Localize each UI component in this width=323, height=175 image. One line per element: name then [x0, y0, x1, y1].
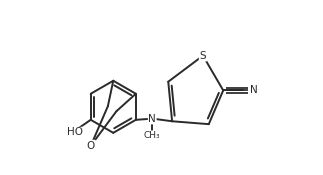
Text: N: N: [148, 114, 156, 124]
Text: CH₃: CH₃: [144, 131, 161, 140]
Text: HO: HO: [67, 127, 83, 137]
Text: O: O: [87, 141, 95, 150]
Text: N: N: [250, 85, 258, 95]
Text: S: S: [200, 51, 206, 61]
